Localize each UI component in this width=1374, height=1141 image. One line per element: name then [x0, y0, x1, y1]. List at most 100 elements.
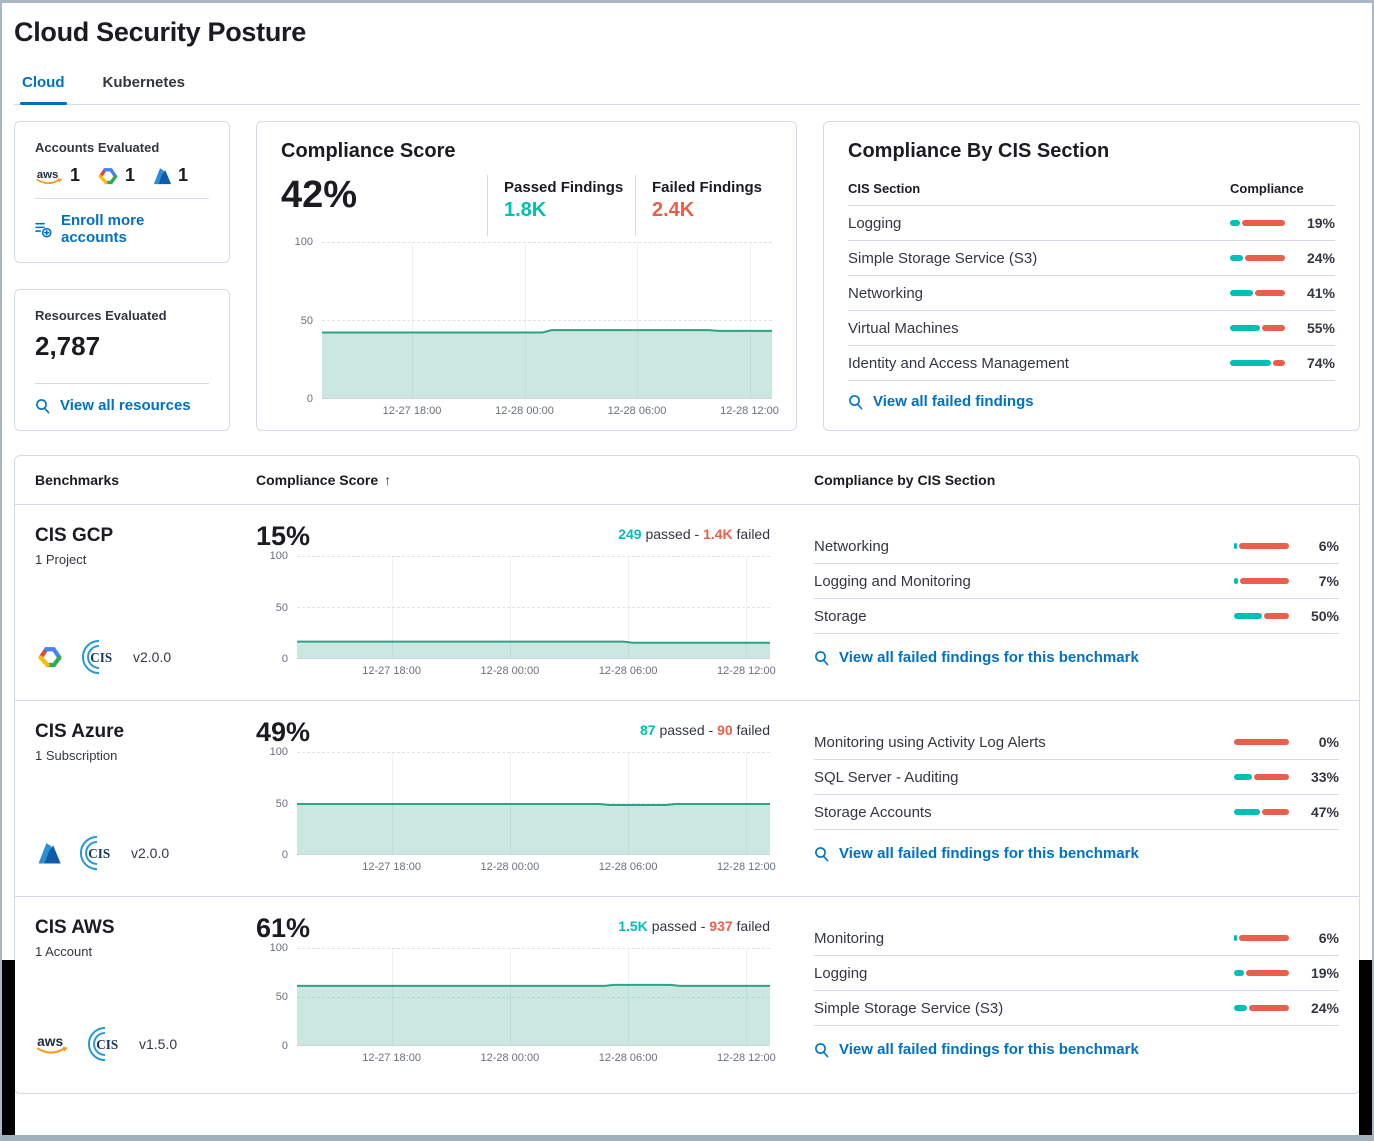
benchmark-score: 15% [256, 521, 311, 551]
benchmark-version: v2.0.0 [133, 649, 172, 665]
search-icon [815, 846, 829, 861]
benchmark-section-row: SQL Server - Auditing 33% [814, 760, 1339, 795]
dashboard-body: Accounts Evaluated aws 1 [2, 105, 1372, 1094]
cis-row-networking: Networking 41% [848, 276, 1335, 311]
benchmark-trend-chart: 100 50 0 12-27 18:00 12-28 00:00 12-28 06:00 1… [269, 746, 776, 873]
benchmark-version: v1.5.0 [139, 1036, 178, 1052]
compliance-bar [1234, 1005, 1289, 1011]
accounts-evaluated-card: Accounts Evaluated aws 1 [14, 121, 230, 263]
passed-findings-value: 1.8K [504, 199, 547, 221]
benchmarks-column-header: Benchmarks [35, 472, 120, 488]
gcp-logo-icon [38, 647, 62, 668]
benchmark-row-cis-gcp: CIS GCP 1 Project [15, 505, 1359, 701]
search-icon [36, 398, 50, 413]
azure-logo-icon [153, 167, 172, 184]
gcp-account-count: 1 [96, 165, 135, 186]
screen-edge-artifact-left [2, 960, 15, 1135]
svg-text:CIS: CIS [88, 846, 110, 861]
view-benchmark-failed-findings-link[interactable]: View all failed findings for this benchm… [814, 845, 1339, 862]
failed-findings-value: 2.4K [652, 199, 695, 221]
cis-row-logging: Logging 19% [848, 206, 1335, 241]
compliance-bar [1230, 360, 1285, 366]
benchmark-section-row: Monitoring 6% [814, 921, 1339, 956]
compliance-bar [1234, 739, 1289, 745]
benchmark-section-row: Logging and Monitoring 7% [814, 564, 1339, 599]
view-all-failed-findings-link[interactable]: View all failed findings [848, 393, 1335, 410]
view-benchmark-failed-findings-link[interactable]: View all failed findings for this benchm… [814, 1041, 1339, 1058]
benchmarks-table-header: Benchmarks Compliance Score ↑ Compliance … [15, 456, 1359, 505]
benchmark-row-cis-azure: CIS Azure 1 Subscription CIS v2.0.0 [15, 701, 1359, 897]
benchmark-scope: 1 Project [35, 552, 87, 567]
aws-account-count: aws 1 [36, 165, 81, 185]
cis-logo-icon: CIS [79, 835, 110, 871]
passed-findings-metric: Passed Findings 1.8K [487, 175, 635, 236]
compliance-score-trend-chart: 100 50 0 12-27 18:00 12-28 00:00 12-28 06:00 1… [294, 236, 779, 417]
aws-logo-icon: aws [37, 168, 63, 184]
benchmark-section-row: Monitoring using Activity Log Alerts 0% [814, 725, 1339, 760]
benchmark-score: 61% [256, 913, 311, 943]
svg-text:aws: aws [37, 1034, 63, 1049]
compliance-bar [1234, 578, 1289, 584]
benchmark-section-row: Logging 19% [814, 956, 1339, 991]
tab-bar: Cloud Kubernetes [14, 64, 1360, 105]
overall-score: 42% [281, 174, 358, 216]
benchmarks-table: Benchmarks Compliance Score ↑ Compliance … [14, 455, 1360, 1094]
score-metrics: 42% Passed Findings 1.8K Failed Findings… [281, 174, 772, 236]
benchmark-name: CIS AWS [35, 917, 115, 938]
card-divider [35, 383, 209, 384]
search-icon [815, 650, 829, 665]
compliance-bar [1234, 970, 1289, 976]
compliance-bar [1234, 613, 1289, 619]
view-all-resources-link[interactable]: View all resources [35, 397, 209, 414]
passed-failed-summary: 87 passed - 90 failed [640, 722, 770, 738]
svg-text:CIS: CIS [96, 1037, 118, 1052]
compliance-bar [1230, 325, 1285, 331]
benchmark-version: v2.0.0 [131, 845, 170, 861]
compliance-column-header: Compliance [1230, 181, 1304, 196]
compliance-by-cis-column-header: Compliance by CIS Section [814, 472, 996, 488]
tab-cloud[interactable]: Cloud [20, 64, 67, 105]
provider-counts: aws 1 [35, 165, 209, 186]
compliance-bar [1234, 774, 1289, 780]
compliance-bar [1230, 290, 1285, 296]
failed-findings-metric: Failed Findings 2.4K [635, 175, 762, 236]
cis-table-header: CIS Section Compliance [848, 181, 1335, 206]
benchmark-scope: 1 Subscription [35, 748, 118, 763]
svg-text:aws: aws [37, 168, 59, 180]
benchmark-section-row: Storage 50% [814, 599, 1339, 634]
benchmark-name: CIS Azure [35, 721, 125, 742]
resources-card-title: Resources Evaluated [35, 308, 167, 323]
cis-row-iam: Identity and Access Management 74% [848, 346, 1335, 381]
benchmark-section-row: Networking 6% [814, 529, 1339, 564]
list-add-icon [35, 222, 52, 238]
compliance-score-column-header[interactable]: Compliance Score ↑ [256, 472, 392, 488]
summary-section: Accounts Evaluated aws 1 [14, 121, 1360, 431]
compliance-bar [1234, 543, 1289, 549]
view-benchmark-failed-findings-link[interactable]: View all failed findings for this benchm… [814, 649, 1339, 666]
cis-logo-icon: CIS [81, 639, 112, 675]
sort-ascending-icon: ↑ [384, 472, 392, 488]
page-title: Cloud Security Posture [14, 17, 306, 47]
resources-count: 2,787 [35, 331, 101, 361]
benchmark-section-row: Storage Accounts 47% [814, 795, 1339, 830]
compliance-by-cis-card: Compliance By CIS Section CIS Section Co… [823, 121, 1360, 431]
cis-logo-icon: CIS [87, 1026, 118, 1062]
tab-kubernetes[interactable]: Kubernetes [102, 74, 186, 91]
cis-section-column-header: CIS Section [848, 181, 921, 196]
passed-failed-summary: 249 passed - 1.4K failed [618, 526, 770, 542]
benchmark-row-cis-aws: CIS AWS 1 Account aws CIS v [15, 897, 1359, 1093]
compliance-score-card: Compliance Score 42% Passed Findings 1.8… [256, 121, 797, 431]
azure-logo-icon [38, 843, 61, 864]
cis-row-virtual-machines: Virtual Machines 55% [848, 311, 1335, 346]
accounts-card-title: Accounts Evaluated [35, 140, 160, 155]
compliance-score-title: Compliance Score [281, 140, 456, 162]
compliance-bar [1234, 809, 1289, 815]
resources-evaluated-card: Resources Evaluated 2,787 View all resou… [14, 289, 230, 431]
enroll-accounts-link[interactable]: Enroll more accounts [35, 212, 209, 246]
svg-text:CIS: CIS [90, 650, 112, 665]
screen-edge-artifact-right [1359, 960, 1372, 1135]
search-icon [815, 1042, 829, 1057]
gcp-logo-icon [98, 167, 118, 184]
compliance-bar [1234, 935, 1289, 941]
